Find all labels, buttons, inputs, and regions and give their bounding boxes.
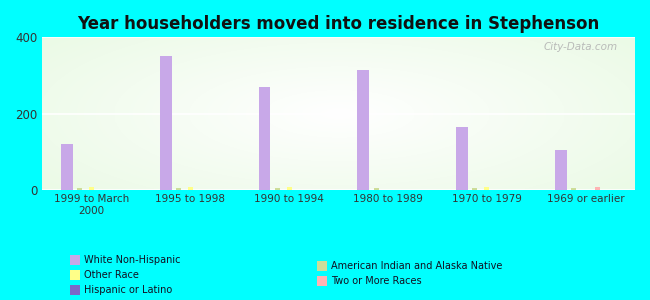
Bar xyxy=(555,150,567,190)
Bar xyxy=(484,187,489,190)
Bar xyxy=(571,188,576,190)
Bar xyxy=(275,188,280,190)
Bar xyxy=(259,87,270,190)
Bar xyxy=(176,188,181,190)
Bar xyxy=(473,188,477,190)
Title: Year householders moved into residence in Stephenson: Year householders moved into residence i… xyxy=(77,15,600,33)
Bar xyxy=(61,144,73,190)
Bar xyxy=(89,187,94,190)
Bar xyxy=(188,187,193,190)
Legend: American Indian and Alaska Native, Two or More Races: American Indian and Alaska Native, Two o… xyxy=(317,261,503,286)
Bar xyxy=(595,187,600,190)
Text: City-Data.com: City-Data.com xyxy=(543,42,618,52)
Legend: White Non-Hispanic, Other Race, Hispanic or Latino: White Non-Hispanic, Other Race, Hispanic… xyxy=(70,255,181,295)
Bar xyxy=(358,70,369,190)
Bar xyxy=(77,188,82,190)
Bar xyxy=(374,188,378,190)
Bar xyxy=(287,187,292,190)
Bar xyxy=(160,56,172,190)
Bar xyxy=(456,127,468,190)
